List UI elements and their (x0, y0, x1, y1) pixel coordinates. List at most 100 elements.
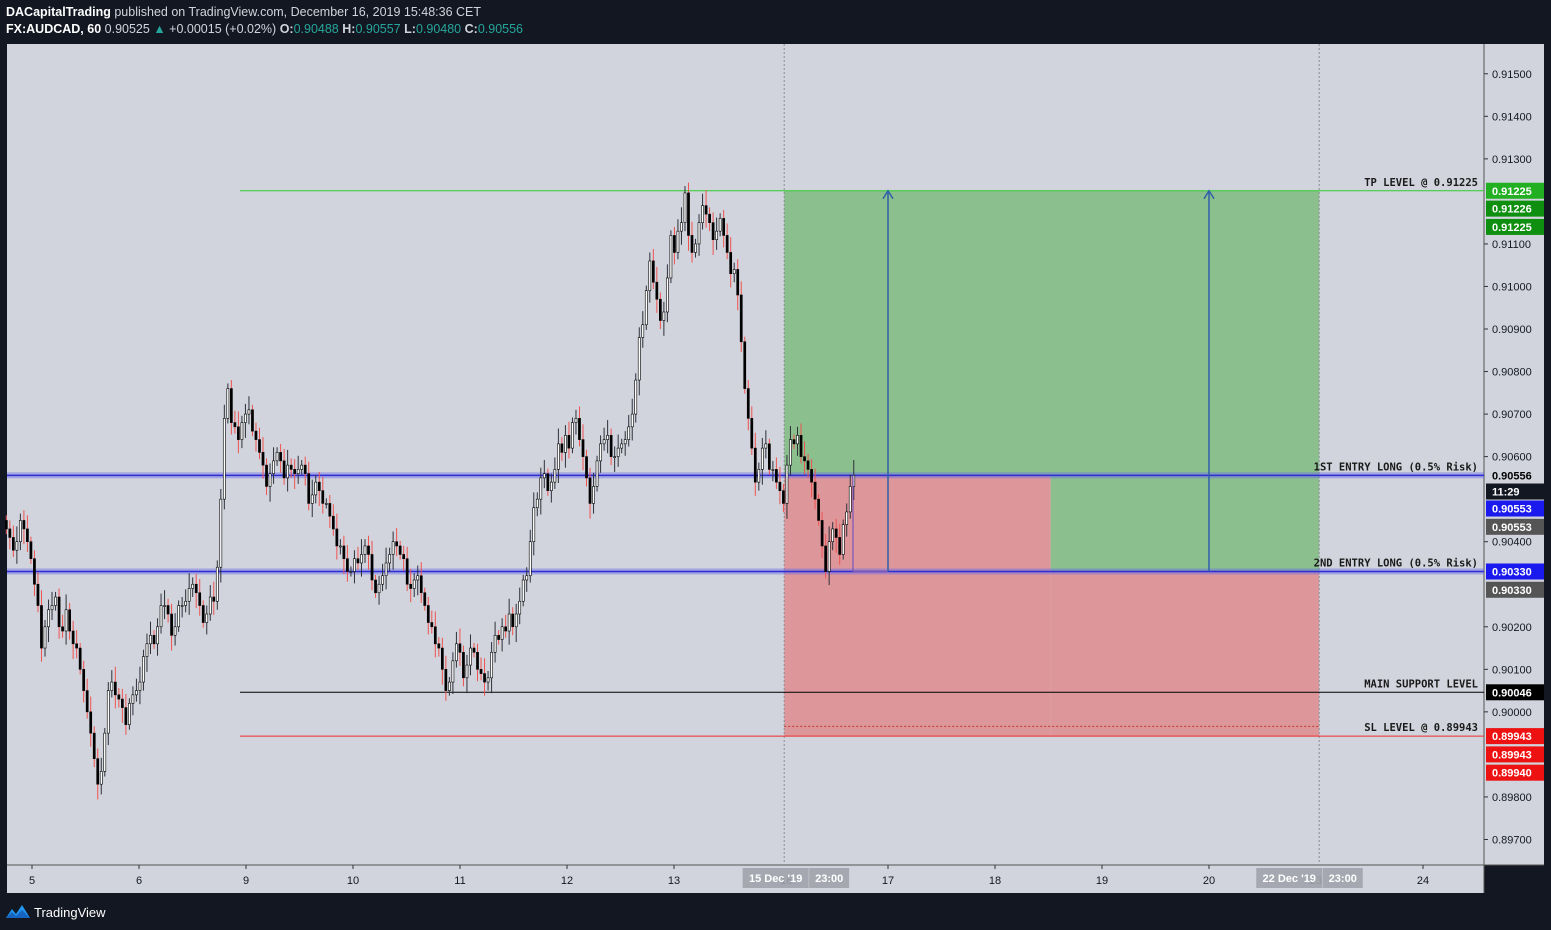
candle-body[interactable] (462, 652, 465, 679)
candle-body[interactable] (673, 235, 676, 253)
candle-body[interactable] (806, 460, 810, 470)
candle-body[interactable] (367, 545, 370, 555)
candle-body[interactable] (803, 456, 806, 462)
candle-body[interactable] (113, 681, 117, 696)
candle-body[interactable] (398, 545, 402, 555)
candle-body[interactable] (764, 443, 768, 449)
candle-body[interactable] (440, 647, 444, 670)
candle-body[interactable] (307, 473, 311, 504)
candle-body[interactable] (237, 426, 240, 440)
candle-body[interactable] (191, 583, 195, 589)
candle-body[interactable] (476, 652, 479, 670)
candle-body[interactable] (135, 690, 138, 696)
candle-body[interactable] (553, 469, 557, 483)
loss-zone-1[interactable] (784, 475, 1051, 737)
candle-body[interactable] (261, 452, 265, 466)
candle-body[interactable] (205, 613, 209, 623)
candle-body[interactable] (782, 490, 785, 504)
candle-body[interactable] (289, 464, 293, 470)
candle-body[interactable] (458, 643, 462, 653)
candle-body[interactable] (377, 583, 381, 594)
candle-body[interactable] (746, 388, 750, 419)
candle-body[interactable] (166, 605, 170, 615)
candle-body[interactable] (64, 609, 68, 632)
price-tag[interactable] (1486, 483, 1544, 500)
candle-body[interactable] (578, 418, 581, 440)
candle-body[interactable] (423, 592, 427, 606)
candle-body[interactable] (405, 558, 409, 585)
candle-body[interactable] (813, 481, 817, 500)
candle-body[interactable] (799, 435, 803, 457)
candle-body[interactable] (493, 634, 497, 653)
candle-body[interactable] (163, 605, 166, 607)
candle-body[interactable] (233, 422, 237, 428)
candle-body[interactable] (455, 643, 458, 662)
candle-body[interactable] (775, 469, 778, 483)
candle-body[interactable] (472, 647, 476, 653)
candle-body[interactable] (54, 596, 57, 606)
candle-body[interactable] (15, 541, 19, 551)
candle-body[interactable] (817, 498, 820, 521)
candle-body[interactable] (627, 426, 631, 440)
candle-body[interactable] (574, 418, 578, 423)
price-tag[interactable] (1486, 764, 1544, 781)
candle-body[interactable] (581, 439, 585, 457)
candle-body[interactable] (321, 490, 325, 504)
candle-body[interactable] (514, 613, 518, 628)
candle-body[interactable] (360, 554, 363, 564)
candle-body[interactable] (623, 439, 627, 445)
candle-body[interactable] (535, 498, 539, 508)
candle-body[interactable] (659, 298, 662, 321)
candle-body[interactable] (356, 558, 360, 564)
price-tag[interactable] (1486, 746, 1544, 763)
candle-body[interactable] (831, 528, 835, 543)
candle-body[interactable] (588, 477, 592, 504)
candle-body[interactable] (444, 669, 448, 691)
candle-body[interactable] (19, 520, 22, 543)
candle-body[interactable] (78, 647, 82, 670)
candle-body[interactable] (117, 694, 121, 700)
candle-body[interactable] (47, 609, 50, 628)
candle-body[interactable] (303, 464, 307, 474)
candle-body[interactable] (701, 205, 704, 223)
candle-body[interactable] (722, 218, 726, 236)
candle-body[interactable] (279, 452, 282, 462)
candle-body[interactable] (630, 413, 634, 428)
candle-body[interactable] (602, 439, 606, 445)
candle-body[interactable] (490, 652, 493, 679)
price-tag[interactable] (1486, 684, 1544, 701)
candle-body[interactable] (785, 464, 789, 504)
candle-body[interactable] (128, 703, 131, 725)
candle-body[interactable] (40, 605, 43, 649)
candle-body[interactable] (26, 528, 29, 543)
candle-body[interactable] (711, 222, 715, 240)
candle-body[interactable] (479, 669, 483, 674)
candle-body[interactable] (226, 388, 230, 419)
candle-body[interactable] (131, 694, 135, 704)
candle-body[interactable] (402, 554, 406, 560)
candle-body[interactable] (448, 681, 451, 691)
candle-body[interactable] (497, 634, 500, 640)
candle-body[interactable] (92, 732, 96, 759)
candle-body[interactable] (198, 592, 202, 606)
candle-body[interactable] (662, 311, 666, 321)
candle-body[interactable] (282, 460, 286, 479)
candle-body[interactable] (180, 605, 184, 607)
candle-body[interactable] (110, 681, 114, 691)
candle-body[interactable] (571, 422, 574, 449)
candle-body[interactable] (768, 443, 771, 470)
candle-body[interactable] (22, 520, 26, 530)
candle-body[interactable] (374, 579, 377, 594)
candle-body[interactable] (124, 707, 128, 725)
candle-body[interactable] (824, 545, 827, 572)
candle-body[interactable] (317, 481, 321, 491)
candle-body[interactable] (539, 477, 543, 500)
candle-body[interactable] (254, 430, 258, 440)
candle-body[interactable] (760, 447, 764, 470)
candle-body[interactable] (145, 643, 149, 657)
candle-body[interactable] (592, 486, 595, 504)
candle-body[interactable] (729, 252, 733, 275)
candle-body[interactable] (483, 673, 486, 683)
candle-body[interactable] (324, 503, 328, 505)
candle-body[interactable] (219, 498, 223, 568)
